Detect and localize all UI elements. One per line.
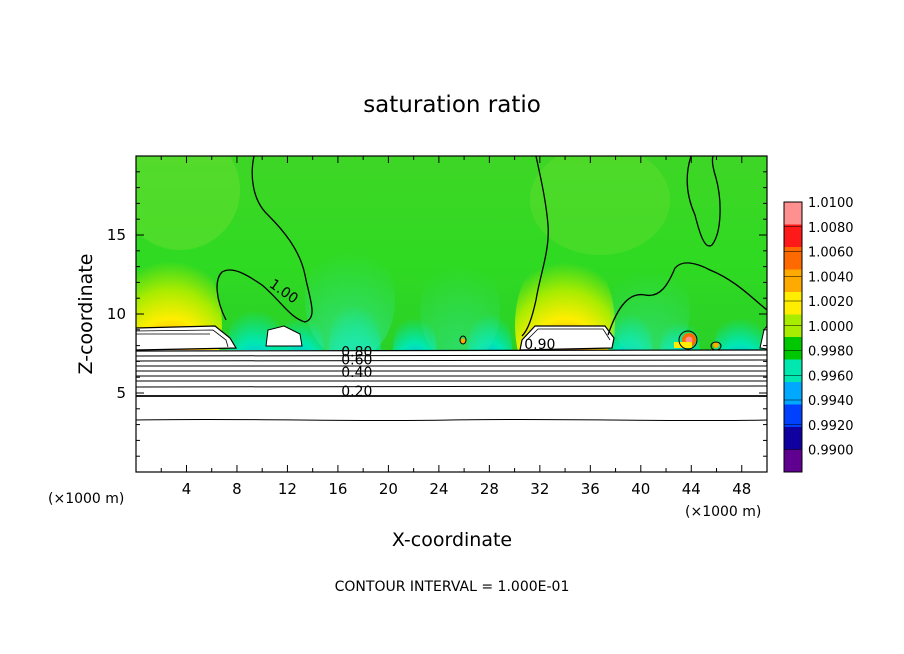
yellow-spot — [674, 342, 692, 348]
contour-line — [678, 330, 698, 350]
chart-title: saturation ratio — [363, 92, 541, 118]
colorbar-label: 1.0060 — [808, 246, 854, 261]
colorbar-segment — [784, 359, 802, 383]
y-tick-label: 5 — [116, 384, 126, 402]
x-tick-label: 36 — [581, 480, 600, 498]
orange-spot — [460, 338, 466, 344]
y-tick-label: 15 — [107, 226, 126, 244]
contour-label: 0.90 — [524, 337, 555, 353]
red-spot — [685, 336, 693, 344]
contour-line — [136, 354, 767, 357]
y-tick-label: 10 — [107, 305, 126, 323]
contour-line — [136, 418, 767, 422]
x-tick-label: 4 — [182, 480, 192, 498]
colorbar-segment — [784, 269, 802, 293]
colorbar-segment — [784, 427, 802, 450]
y-axis-label: Z-coordinate — [75, 254, 97, 375]
x-tick-label: 44 — [682, 480, 701, 498]
cloud-block — [526, 328, 611, 341]
colorbar-label: 0.9960 — [808, 369, 854, 384]
y-axis-ticks: 5 10 15 — [107, 171, 767, 457]
colorbar-label: 1.0020 — [808, 295, 854, 310]
cyan-haze — [610, 260, 690, 360]
colorbar-segment — [784, 404, 802, 428]
contour-line — [459, 335, 467, 345]
colorbar-segment — [784, 382, 802, 405]
contour-line — [521, 156, 549, 337]
x-tick-label: 16 — [328, 480, 347, 498]
x-axis-label: X-coordinate — [392, 529, 512, 551]
contour-line — [607, 262, 767, 336]
colorbar-segment — [784, 224, 802, 248]
colorbar-segment — [784, 202, 802, 225]
colorbar-label: 1.0080 — [808, 221, 854, 236]
colorbar-segment — [784, 247, 802, 270]
colorbar-label: 1.0040 — [808, 270, 854, 285]
colorbar-label: 1.0100 — [808, 196, 854, 211]
cloud-block — [136, 325, 238, 351]
x-unit-label: (×1000 m) — [685, 504, 761, 520]
x-tick-label: 40 — [631, 480, 650, 498]
orange-spot — [713, 342, 719, 348]
x-tick-label: 48 — [732, 480, 751, 498]
horizontal-contours — [136, 349, 767, 422]
colorbar-label: 0.9900 — [808, 444, 854, 459]
green-shade — [530, 156, 670, 255]
green-shade — [136, 156, 240, 250]
cyan-haze — [305, 240, 395, 360]
cloud-block — [265, 325, 303, 347]
lower-layer — [136, 350, 767, 472]
colorbar: 1.0100 1.0080 1.0060 1.0040 1.0020 1.0000 0.99… — [783, 196, 854, 473]
x-tick-label: 32 — [530, 480, 549, 498]
contour-line — [136, 385, 767, 388]
colorbar-label: 0.9920 — [808, 419, 854, 434]
contour-label: 0.60 — [341, 353, 372, 369]
plot-area — [136, 156, 767, 472]
x-tick-label: 20 — [379, 480, 398, 498]
colorbar-label: 1.0000 — [808, 320, 854, 335]
contour-line — [136, 349, 767, 352]
x-tick-label: 24 — [429, 480, 448, 498]
colorbar-segment — [784, 292, 802, 315]
x-tick-label: 8 — [232, 480, 242, 498]
contour-label: 0.20 — [341, 384, 372, 400]
contour-label: 0.80 — [341, 345, 372, 361]
contour-line — [686, 156, 721, 247]
y-unit-label: (×1000 m) — [48, 491, 124, 507]
x-tick-label: 28 — [480, 480, 499, 498]
contour-line — [216, 156, 313, 323]
colorbar-segment — [784, 449, 802, 473]
colorbar-label: 0.9940 — [808, 394, 854, 409]
cloud-block — [136, 329, 229, 348]
colorbar-label: 0.9980 — [808, 345, 854, 360]
x-tick-label: 12 — [278, 480, 297, 498]
colorbar-segment — [784, 337, 802, 360]
contour-line — [136, 359, 767, 362]
contour-label: 0.40 — [341, 365, 372, 381]
cyan-haze — [420, 255, 500, 365]
contour-interval-note: CONTOUR INTERVAL = 1.000E-01 — [335, 579, 570, 595]
x-axis-ticks: 4 8 12 16 20 24 28 32 36 40 44 48 — [160, 156, 751, 498]
cloud-block — [759, 325, 767, 350]
